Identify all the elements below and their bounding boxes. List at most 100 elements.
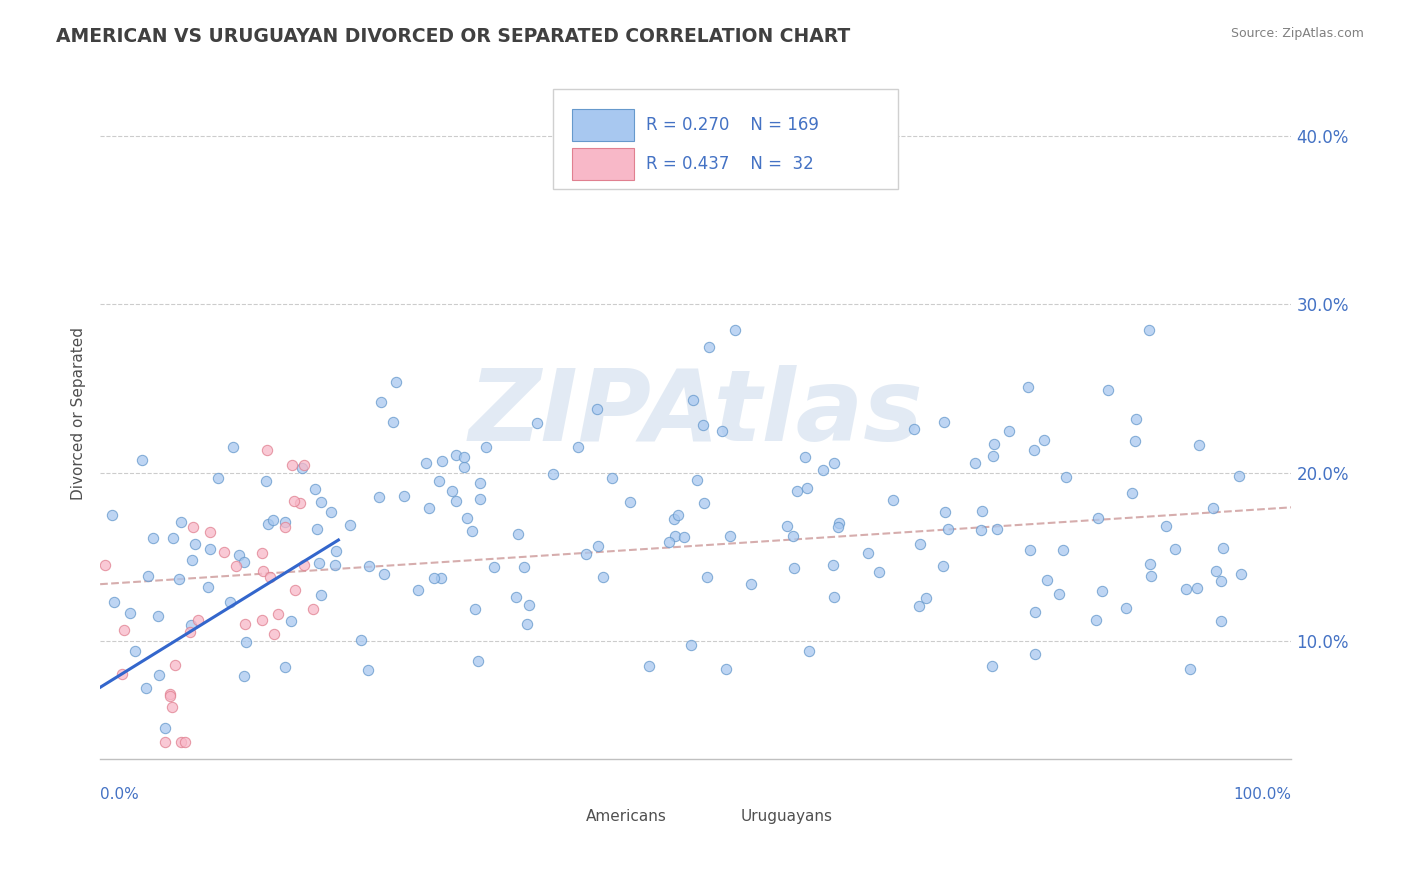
Point — [796, 481, 818, 495]
FancyBboxPatch shape — [706, 803, 737, 830]
Point — [1154, 519, 1177, 533]
Point — [131, 453, 153, 467]
Point — [711, 424, 734, 438]
Text: 0.0%: 0.0% — [100, 787, 139, 802]
Text: Uruguayans: Uruguayans — [741, 809, 834, 824]
Y-axis label: Divorced or Separated: Divorced or Separated — [72, 327, 86, 500]
Point — [696, 570, 718, 584]
Point — [782, 529, 804, 543]
Point — [430, 454, 453, 468]
Point — [986, 522, 1008, 536]
Point — [250, 545, 273, 559]
Point — [1017, 380, 1039, 394]
Point — [1121, 486, 1143, 500]
Point — [1178, 662, 1201, 676]
FancyBboxPatch shape — [572, 110, 634, 141]
Point — [180, 553, 202, 567]
Point — [970, 524, 993, 538]
Point — [828, 516, 851, 530]
Point — [516, 617, 538, 632]
Point — [232, 669, 254, 683]
Point — [350, 632, 373, 647]
Point — [187, 613, 209, 627]
Point — [1087, 511, 1109, 525]
Point — [309, 588, 332, 602]
Point — [1229, 566, 1251, 581]
Point — [280, 614, 302, 628]
Point — [167, 572, 190, 586]
Point — [963, 456, 986, 470]
Point — [586, 539, 609, 553]
Point — [793, 450, 815, 464]
Point — [997, 424, 1019, 438]
Point — [505, 591, 527, 605]
Point — [934, 415, 956, 429]
Point — [682, 393, 704, 408]
Point — [159, 687, 181, 701]
Point — [453, 450, 475, 464]
Point — [1024, 647, 1046, 661]
Point — [430, 571, 453, 585]
Point — [142, 531, 165, 545]
Point — [567, 440, 589, 454]
Point — [658, 535, 681, 549]
Point — [235, 635, 257, 649]
Point — [138, 569, 160, 583]
Point — [1054, 469, 1077, 483]
Point — [868, 565, 890, 579]
Point — [370, 394, 392, 409]
Point — [207, 471, 229, 485]
Point — [392, 489, 415, 503]
Point — [273, 520, 295, 534]
Point — [776, 519, 799, 533]
Point — [267, 607, 290, 621]
Text: ZIPAtlas: ZIPAtlas — [468, 366, 924, 462]
Point — [406, 583, 429, 598]
Point — [672, 530, 695, 544]
Point — [882, 493, 904, 508]
Point — [693, 496, 716, 510]
Point — [475, 441, 498, 455]
Point — [373, 567, 395, 582]
Point — [233, 616, 256, 631]
Point — [263, 627, 285, 641]
Point — [714, 662, 737, 676]
Point — [638, 658, 661, 673]
Point — [292, 558, 315, 572]
Point — [1097, 383, 1119, 397]
Point — [183, 520, 205, 534]
Point — [256, 442, 278, 457]
Point — [1019, 543, 1042, 558]
Point — [225, 558, 247, 573]
Point — [283, 494, 305, 508]
Point — [460, 524, 482, 538]
Point — [856, 546, 879, 560]
Point — [444, 448, 467, 462]
Point — [619, 495, 641, 509]
Point — [219, 595, 242, 609]
Point — [368, 490, 391, 504]
Point — [135, 681, 157, 695]
Text: Source: ZipAtlas.com: Source: ZipAtlas.com — [1230, 27, 1364, 40]
Point — [1139, 323, 1161, 337]
Point — [94, 558, 117, 573]
Point — [101, 508, 124, 523]
Point — [453, 459, 475, 474]
Point — [155, 721, 177, 735]
Point — [823, 590, 845, 604]
Point — [198, 541, 221, 556]
Point — [592, 570, 614, 584]
Point — [440, 483, 463, 498]
Point — [321, 505, 343, 519]
Point — [666, 508, 689, 523]
Text: Americans: Americans — [586, 809, 666, 824]
Point — [664, 529, 686, 543]
Point — [1175, 582, 1198, 596]
Text: 100.0%: 100.0% — [1233, 787, 1292, 802]
Point — [783, 561, 806, 575]
Point — [827, 519, 849, 533]
Point — [323, 558, 346, 572]
Point — [1032, 434, 1054, 448]
Point — [301, 602, 323, 616]
Point — [1164, 542, 1187, 557]
